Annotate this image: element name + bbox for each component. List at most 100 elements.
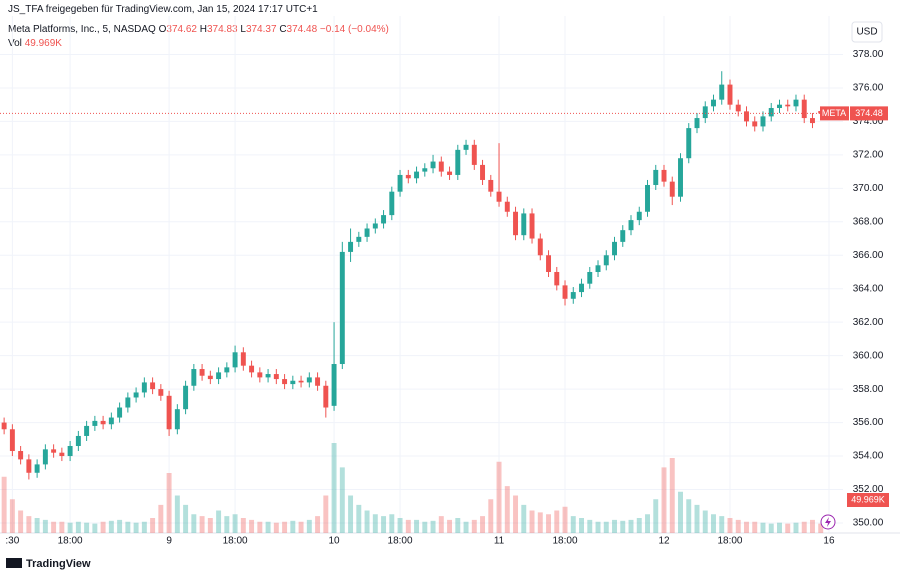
- candle-body: [438, 161, 444, 172]
- volume-bar: [273, 522, 279, 533]
- candle-body: [257, 372, 263, 378]
- volume-bar: [216, 510, 222, 533]
- volume-bar: [513, 495, 519, 533]
- candle-body: [430, 161, 436, 169]
- candle-body: [521, 213, 527, 236]
- volume-bar: [801, 521, 807, 533]
- candle-body: [488, 179, 494, 192]
- volume-bar: [587, 519, 593, 533]
- symbol: Meta Platforms, Inc., 5, NASDAQ: [8, 24, 156, 35]
- volume-bar: [669, 458, 675, 533]
- y-tick-label: 368.00: [853, 216, 884, 227]
- volume-bar: [224, 516, 230, 533]
- candle-body: [100, 420, 106, 425]
- x-tick-label: 18:00: [58, 536, 83, 547]
- candle-body: [51, 449, 57, 453]
- candle-body: [480, 164, 486, 180]
- ohlc-value: 374.48: [286, 24, 318, 35]
- volume-bar: [620, 520, 626, 533]
- volume-bar: [9, 499, 15, 533]
- volume-bar: [282, 521, 288, 533]
- volume-bar: [191, 514, 197, 533]
- volume-bar: [760, 522, 766, 533]
- candle-body: [587, 271, 593, 284]
- candle-body: [603, 255, 609, 266]
- y-tick-label: 356.00: [853, 417, 884, 428]
- candle-body: [133, 392, 139, 398]
- candle-body: [117, 407, 123, 418]
- candle-body: [801, 99, 807, 119]
- volume-bar: [59, 521, 65, 533]
- volume-bar: [612, 519, 617, 533]
- candle-body: [653, 169, 659, 185]
- candle-body: [777, 104, 782, 109]
- candle-body: [678, 158, 683, 197]
- volume-bar: [414, 519, 420, 533]
- volume-bar: [438, 516, 444, 533]
- volume-bar: [546, 514, 552, 533]
- volume-bar: [793, 522, 799, 533]
- volume-bar: [628, 519, 634, 533]
- candle-body: [199, 369, 205, 376]
- volume-bar: [323, 495, 329, 533]
- volume-bar: [348, 495, 354, 533]
- candle-body: [727, 84, 733, 105]
- volume-bar: [18, 510, 24, 533]
- candle-body: [240, 352, 246, 366]
- candle-body: [348, 241, 354, 252]
- candle-body: [537, 238, 543, 256]
- x-tick-label: 18:00: [553, 536, 578, 547]
- volume-bar: [554, 510, 560, 533]
- candle-body: [141, 382, 147, 393]
- candle-body: [397, 174, 403, 192]
- candle-body: [150, 382, 156, 390]
- volume-bar: [405, 519, 411, 533]
- volume-bar: [810, 519, 815, 533]
- candle-body: [768, 108, 774, 117]
- candle-body: [562, 285, 568, 299]
- candle-body: [554, 271, 560, 286]
- candle-body: [273, 374, 279, 380]
- volume-bar: [34, 518, 40, 533]
- candle-body: [1, 422, 7, 430]
- change: −0.14 (−0.04%): [319, 24, 389, 35]
- y-tick-label: 358.00: [853, 384, 884, 395]
- volume-bar: [603, 521, 609, 533]
- volume-bar: [529, 510, 535, 533]
- candle-body: [364, 228, 370, 237]
- x-tick-label: 11: [494, 536, 505, 547]
- volume-bar: [356, 504, 362, 533]
- candle-body: [612, 241, 617, 256]
- currency[interactable]: USD: [856, 27, 877, 38]
- volume-bar: [141, 521, 147, 533]
- candle-body: [67, 445, 73, 457]
- volume-bar: [653, 499, 659, 533]
- candle-body: [529, 213, 535, 239]
- candle-body: [694, 118, 700, 129]
- ohlc-value: 374.83: [207, 24, 238, 35]
- candle-body: [265, 374, 271, 378]
- volume-bar: [166, 473, 172, 533]
- volume-bar: [232, 514, 238, 533]
- volume-bar: [777, 522, 782, 533]
- x-tick-label: 18:00: [388, 536, 413, 547]
- ticker-tag: [820, 106, 849, 121]
- candle-body: [414, 171, 420, 179]
- candle-body: [628, 220, 634, 231]
- volume-bar: [562, 506, 568, 533]
- candle-body: [249, 365, 255, 373]
- candle-body: [422, 168, 428, 172]
- y-tick-label: 366.00: [853, 250, 884, 261]
- volume-bar: [488, 499, 494, 533]
- volume-bar: [389, 514, 395, 533]
- volume-bar: [125, 521, 131, 533]
- candle-body: [339, 251, 345, 365]
- volume-bar: [26, 516, 32, 533]
- volume-bar: [158, 504, 164, 533]
- volume-bar: [480, 516, 486, 533]
- volume-bar: [645, 514, 650, 533]
- currency-button[interactable]: [851, 21, 883, 43]
- volume-bar: [183, 504, 189, 533]
- candle-body: [191, 369, 197, 386]
- volume-bar: [108, 520, 114, 533]
